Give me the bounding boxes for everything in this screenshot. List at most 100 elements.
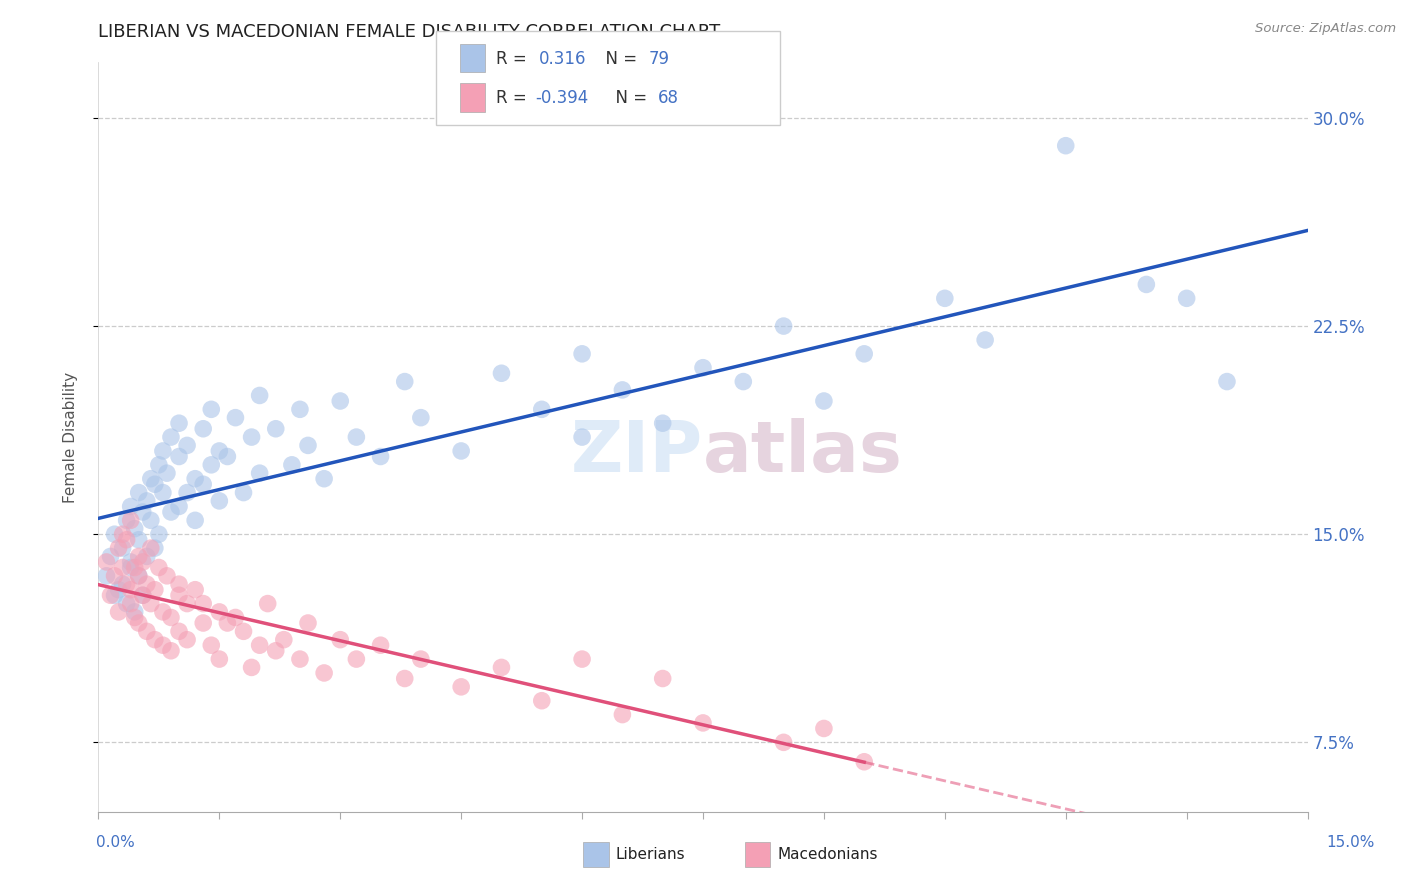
Point: [103, 569, 125, 583]
Point: [160, 610, 183, 624]
Point: [148, 560, 170, 574]
Text: -0.394: -0.394: [536, 89, 589, 107]
Point: [853, 347, 876, 361]
Point: [139, 472, 162, 486]
Point: [184, 582, 207, 597]
Point: [135, 624, 157, 639]
Point: [530, 694, 553, 708]
Point: [224, 610, 246, 624]
Point: [120, 597, 142, 611]
Point: [240, 430, 263, 444]
Point: [530, 402, 553, 417]
Point: [124, 610, 146, 624]
Point: [1175, 291, 1198, 305]
Point: [152, 444, 174, 458]
Point: [370, 450, 392, 464]
Point: [167, 500, 190, 514]
Point: [115, 597, 138, 611]
Point: [344, 430, 367, 444]
Point: [135, 577, 157, 591]
Point: [176, 485, 198, 500]
Point: [124, 605, 146, 619]
Point: [96, 569, 118, 583]
Point: [132, 505, 155, 519]
Point: [974, 333, 997, 347]
Point: [232, 624, 254, 639]
Point: [120, 555, 142, 569]
Point: [256, 597, 278, 611]
Point: [167, 450, 190, 464]
Point: [128, 485, 150, 500]
Point: [491, 366, 513, 380]
Point: [297, 615, 319, 630]
Point: [128, 569, 150, 583]
Point: [132, 555, 155, 569]
Point: [612, 707, 634, 722]
Text: 68: 68: [658, 89, 679, 107]
Text: atlas: atlas: [703, 417, 903, 486]
Text: N =: N =: [605, 89, 652, 107]
Point: [200, 458, 222, 472]
Point: [232, 485, 254, 500]
Point: [208, 605, 231, 619]
Point: [156, 466, 179, 480]
Text: LIBERIAN VS MACEDONIAN FEMALE DISABILITY CORRELATION CHART: LIBERIAN VS MACEDONIAN FEMALE DISABILITY…: [98, 23, 721, 41]
Point: [143, 582, 166, 597]
Text: 15.0%: 15.0%: [1327, 836, 1375, 850]
Point: [96, 555, 118, 569]
Point: [249, 466, 271, 480]
Point: [200, 402, 222, 417]
Point: [184, 513, 207, 527]
Point: [103, 527, 125, 541]
Point: [103, 588, 125, 602]
Point: [111, 527, 134, 541]
Point: [1054, 138, 1077, 153]
Point: [139, 541, 162, 555]
Point: [853, 755, 876, 769]
Point: [733, 375, 755, 389]
Point: [100, 588, 122, 602]
Point: [208, 494, 231, 508]
Point: [772, 319, 794, 334]
Point: [240, 660, 263, 674]
Point: [297, 438, 319, 452]
Point: [651, 672, 673, 686]
Point: [193, 597, 215, 611]
Text: 79: 79: [648, 50, 669, 68]
Point: [148, 458, 170, 472]
Point: [208, 652, 231, 666]
Point: [124, 522, 146, 536]
Point: [160, 430, 183, 444]
Point: [208, 444, 231, 458]
Point: [344, 652, 367, 666]
Point: [273, 632, 295, 647]
Point: [450, 444, 472, 458]
Y-axis label: Female Disability: Female Disability: [63, 371, 77, 503]
Text: N =: N =: [595, 50, 643, 68]
Point: [1216, 375, 1239, 389]
Point: [217, 450, 239, 464]
Point: [111, 541, 134, 555]
Point: [491, 660, 513, 674]
Point: [128, 549, 150, 564]
Point: [409, 652, 432, 666]
Point: [160, 644, 183, 658]
Text: 0.0%: 0.0%: [96, 836, 135, 850]
Point: [813, 722, 835, 736]
Point: [217, 615, 239, 630]
Point: [167, 577, 190, 591]
Point: [394, 375, 416, 389]
Point: [329, 394, 352, 409]
Point: [111, 560, 134, 574]
Point: [249, 388, 271, 402]
Point: [135, 549, 157, 564]
Point: [571, 430, 593, 444]
Point: [120, 560, 142, 574]
Point: [143, 632, 166, 647]
Point: [264, 422, 287, 436]
Text: R =: R =: [496, 50, 533, 68]
Point: [107, 605, 129, 619]
Point: [167, 588, 190, 602]
Point: [143, 477, 166, 491]
Point: [135, 494, 157, 508]
